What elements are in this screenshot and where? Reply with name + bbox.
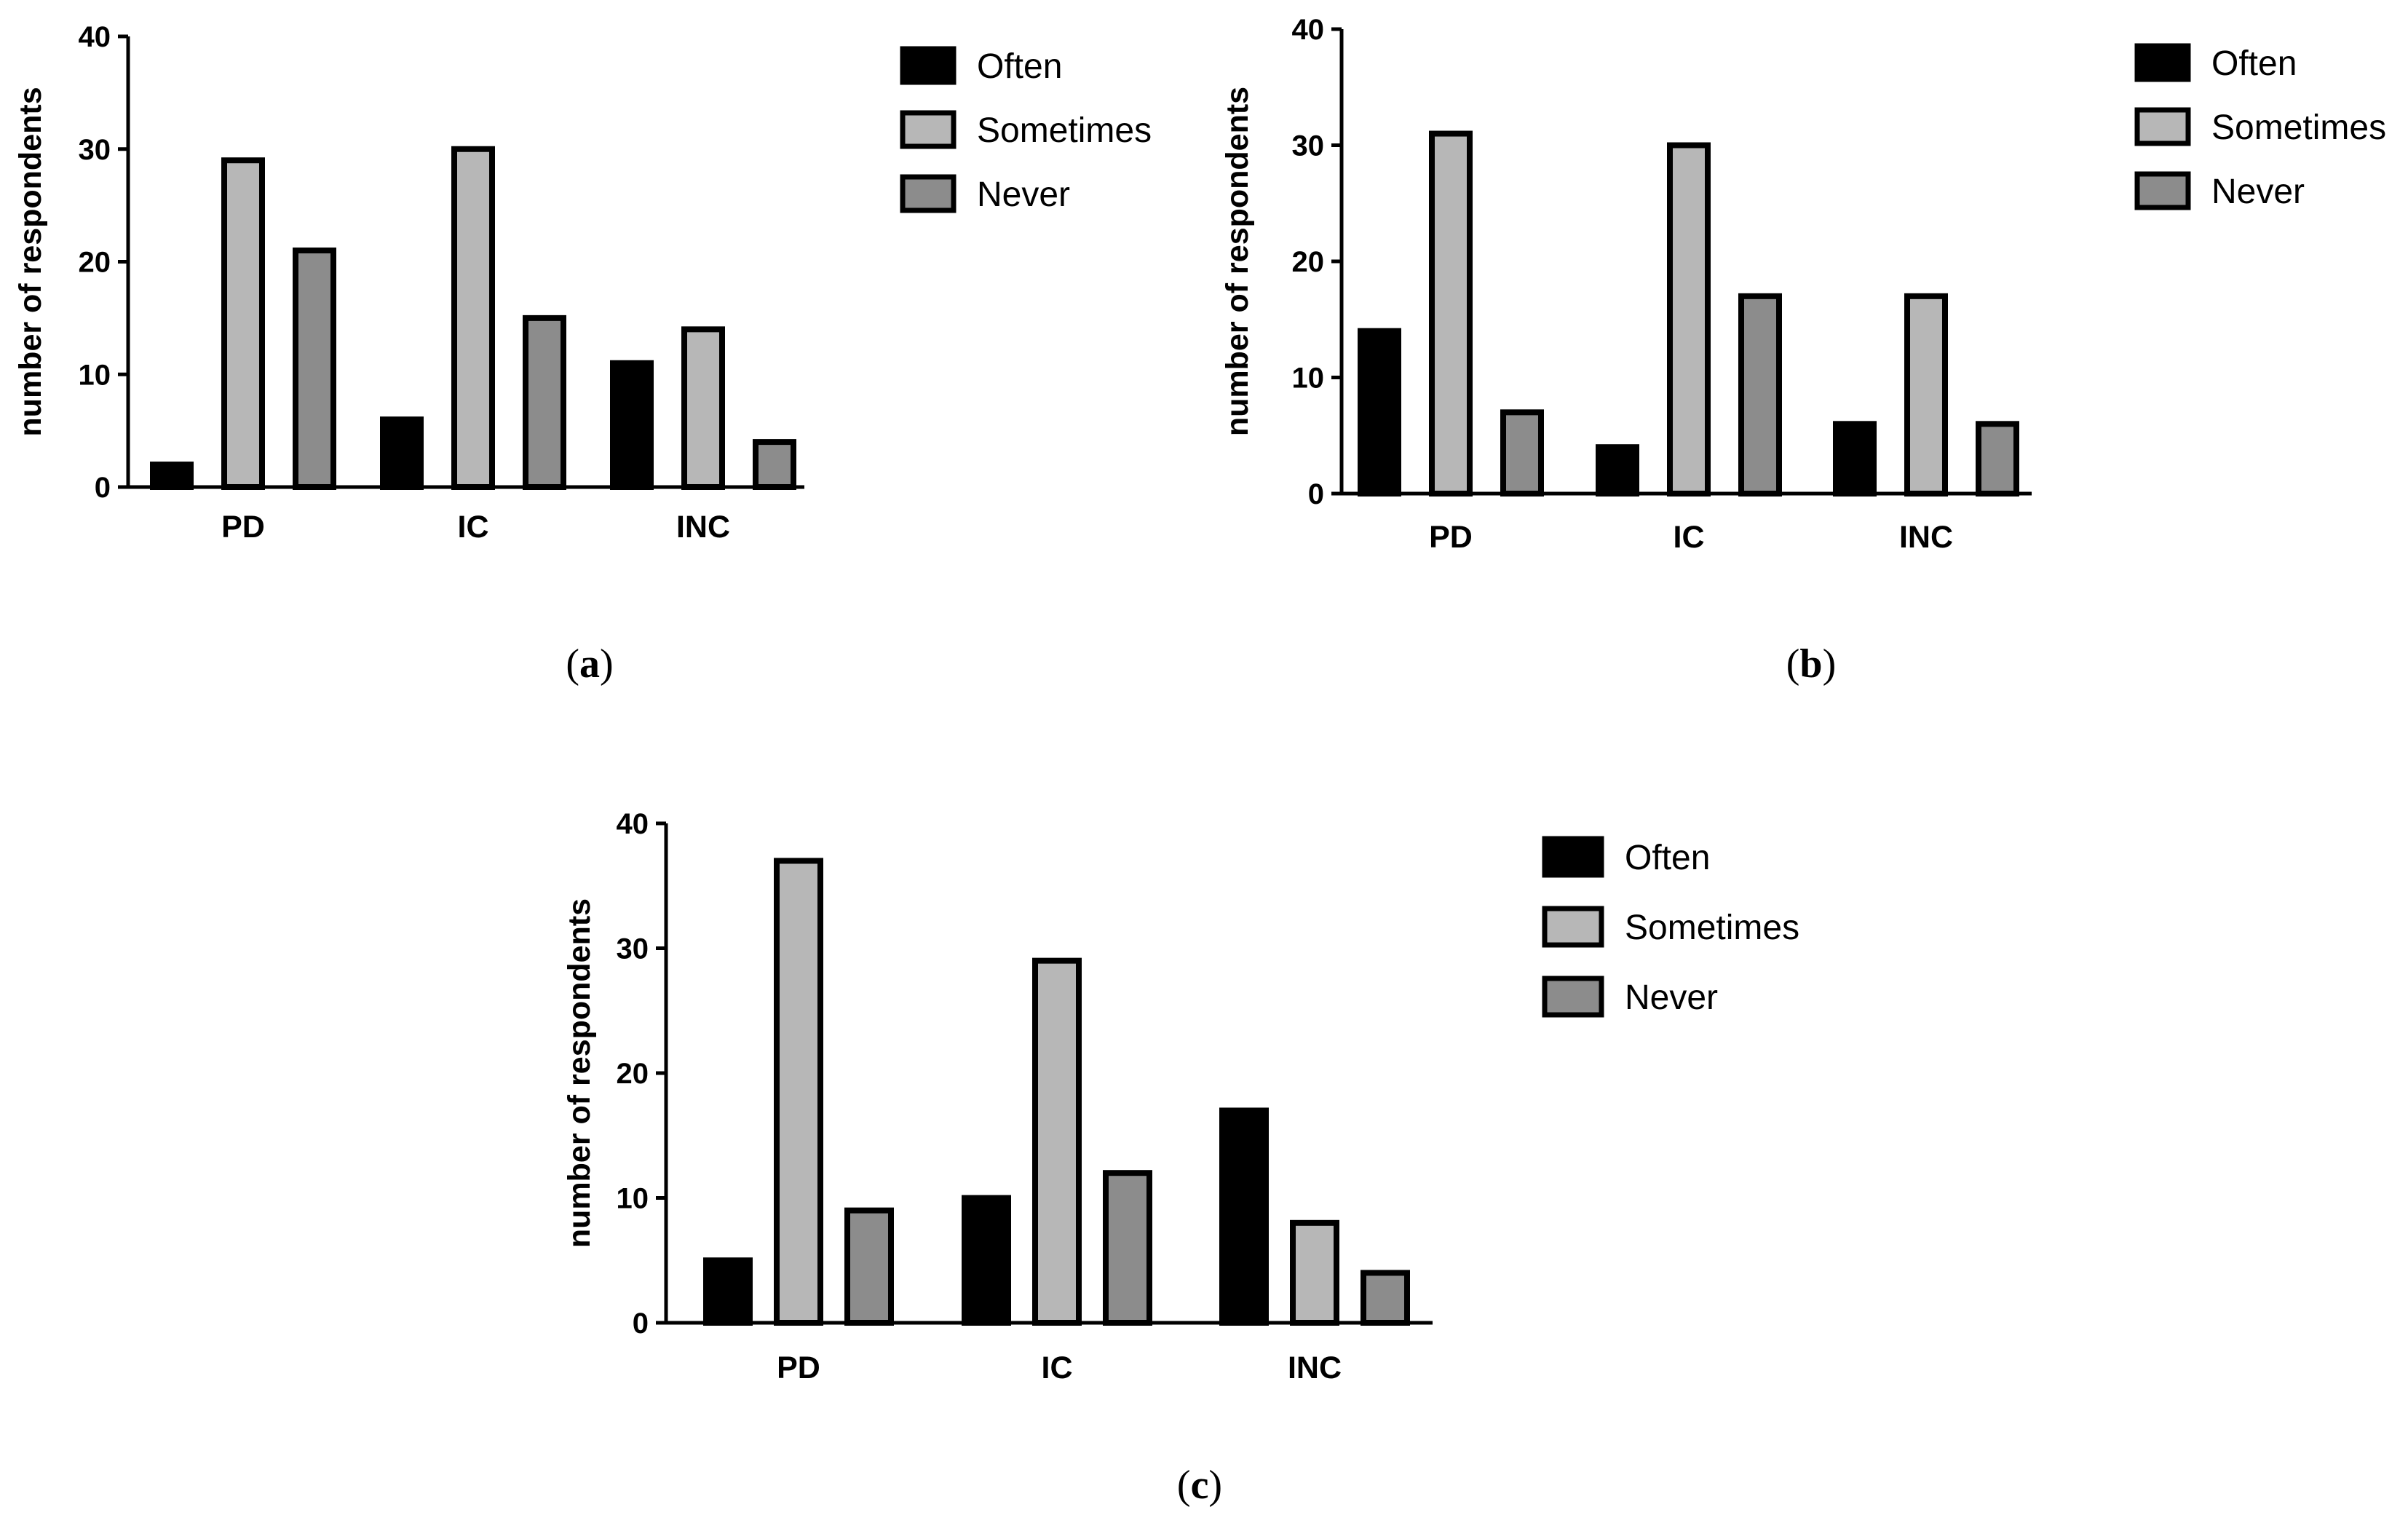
chart-a-legend-swatch-often [900, 46, 957, 85]
chart-b-bar-sometimes-ic [1667, 142, 1711, 497]
chart-c-bar-sometimes-inc [1290, 1219, 1339, 1326]
chart-c-y-tick-label-30: 30 [617, 933, 649, 965]
chart-b-bar-often-inc [1833, 421, 1877, 497]
chart-a-y-tick-label-10: 10 [79, 359, 111, 391]
chart-a-bar-never-pd [293, 248, 336, 490]
chart-c-bar-never-inc [1361, 1270, 1410, 1326]
chart-c-panel-label: (c) [1177, 1463, 1222, 1508]
chart-b-bar-never-inc [1976, 421, 2019, 497]
chart-c-legend-label-sometimes: Sometimes [1625, 909, 1799, 947]
chart-a-y-tick-label-0: 0 [95, 472, 111, 504]
chart-c-legend-swatch-sometimes [1542, 906, 1604, 948]
chart-c-y-axis-title: number of respondents [562, 898, 597, 1248]
chart-a-bar-often-ic [380, 416, 424, 491]
chart-c-y-tick-label-0: 0 [633, 1308, 649, 1340]
chart-a-legend-label-often: Often [977, 47, 1062, 86]
chart-a-legend-swatch-sometimes [900, 110, 957, 149]
chart-a-x-category-ic: IC [458, 510, 489, 545]
chart-b-bar-often-ic [1596, 444, 1639, 497]
chart-b-y-tick-label-30: 30 [1292, 130, 1325, 162]
chart-a-legend-label-never: Never [977, 175, 1070, 214]
chart-a-bar-sometimes-inc [681, 326, 725, 490]
chart-c-x-category-pd: PD [777, 1350, 820, 1385]
chart-b-y-tick-label-20: 20 [1292, 246, 1325, 278]
chart-a-panel-label: (a) [566, 641, 613, 687]
chart-c-bar-often-pd [703, 1257, 753, 1326]
chart-c-legend-label-often: Often [1625, 839, 1710, 877]
chart-b-bar-sometimes-pd [1429, 130, 1473, 497]
chart-c-legend-label-never: Never [1625, 978, 1718, 1017]
chart-c-y-tick-label-10: 10 [617, 1183, 649, 1215]
chart-a-y-tick-label-30: 30 [79, 134, 111, 166]
chart-b-panel-label: (b) [1786, 641, 1836, 687]
chart-c-y-tick-label-40: 40 [617, 808, 649, 840]
chart-a-x-category-inc: INC [676, 510, 730, 545]
chart-b-y-tick-label-40: 40 [1292, 14, 1325, 46]
chart-a-bar-never-inc [753, 439, 796, 490]
chart-b-x-category-inc: INC [1899, 520, 1953, 555]
chart-b-x-category-ic: IC [1674, 520, 1705, 555]
chart-b-legend-label-never: Never [2211, 173, 2305, 211]
chart-c-legend-swatch-never [1542, 976, 1604, 1018]
chart-c-x-category-inc: INC [1288, 1350, 1342, 1385]
chart-a-bar-never-ic [523, 315, 566, 490]
chart-a-legend-label-sometimes: Sometimes [977, 111, 1152, 150]
chart-b-y-tick-label-10: 10 [1292, 363, 1325, 395]
chart-b-bar-never-pd [1500, 409, 1544, 497]
chart-c-y-tick-label-20: 20 [617, 1058, 649, 1090]
chart-b-bar-never-ic [1738, 293, 1782, 497]
chart-b-x-category-pd: PD [1429, 520, 1473, 555]
chart-b-legend-swatch-sometimes [2134, 107, 2191, 146]
chart-c-bar-often-ic [962, 1195, 1011, 1326]
chart-a-y-tick-label-40: 40 [79, 21, 111, 53]
chart-b-legend-swatch-often [2134, 43, 2191, 82]
chart-b-y-axis-title: number of respondents [1220, 87, 1255, 436]
chart-a-bar-often-pd [150, 462, 194, 490]
chart-c-bar-sometimes-ic [1032, 957, 1082, 1326]
chart-a-y-axis-title: number of respondents [13, 87, 48, 436]
chart-c-legend-swatch-often [1542, 836, 1604, 878]
chart-b-legend-label-often: Often [2211, 44, 2297, 83]
chart-c-bar-often-inc [1219, 1107, 1269, 1326]
chart-b-legend-label-sometimes: Sometimes [2211, 108, 2386, 147]
chart-c-bar-sometimes-pd [774, 858, 823, 1326]
chart-a-y-tick-label-20: 20 [79, 247, 111, 279]
chart-b-legend-swatch-never [2134, 171, 2191, 210]
chart-b-bar-often-pd [1358, 328, 1401, 497]
chart-a-bar-sometimes-pd [221, 157, 265, 490]
chart-c-bar-never-pd [844, 1207, 894, 1326]
chart-c-x-category-ic: IC [1042, 1350, 1073, 1385]
chart-a-bar-sometimes-ic [451, 146, 495, 490]
chart-b-y-tick-label-0: 0 [1308, 478, 1324, 510]
chart-a-x-category-pd: PD [221, 510, 265, 545]
chart-a-legend-swatch-never [900, 174, 957, 213]
chart-b-bar-sometimes-inc [1904, 293, 1948, 497]
chart-a-bar-often-inc [610, 360, 654, 490]
chart-c-bar-never-ic [1103, 1170, 1152, 1326]
